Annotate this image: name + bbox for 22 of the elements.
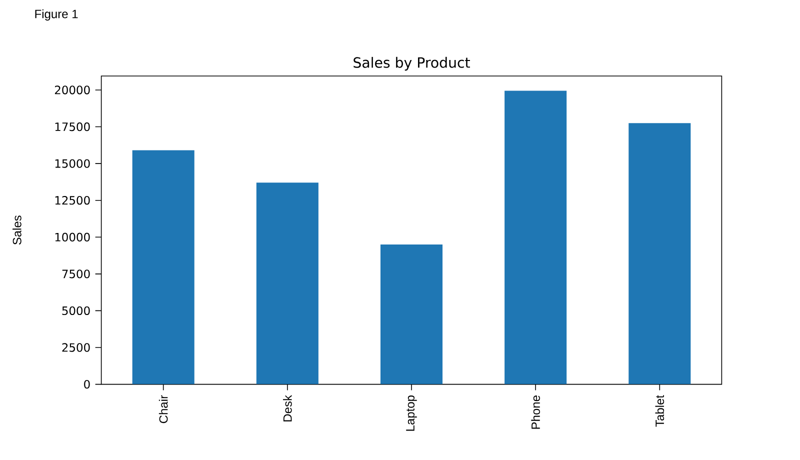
bar <box>380 244 443 384</box>
y-tick-label: 7500 <box>62 270 90 278</box>
y-tick-label: 17500 <box>55 122 90 132</box>
y-axis-title: Sales <box>12 216 22 245</box>
x-tick-label: Laptop <box>406 396 417 431</box>
y-tick-label: 12500 <box>55 196 90 205</box>
x-tick-label: Tablet <box>655 395 664 427</box>
chart-title: Sales by Product <box>354 56 470 71</box>
bar <box>504 90 567 384</box>
x-tick-label: Desk <box>283 394 292 422</box>
y-tick-label: 10000 <box>55 232 90 242</box>
bar <box>256 182 318 384</box>
x-tick-label: Chair <box>158 395 168 424</box>
y-tick-label: 0 <box>84 380 90 389</box>
caption: Figure 1 <box>35 9 78 21</box>
x-tick-label: Phone <box>531 396 540 429</box>
bar <box>628 123 691 384</box>
y-tick-label: 5000 <box>62 306 90 316</box>
bar <box>132 150 194 384</box>
y-tick-label: 20000 <box>54 86 90 94</box>
y-tick-label: 15000 <box>55 159 90 168</box>
y-tick-label: 2500 <box>62 343 90 352</box>
